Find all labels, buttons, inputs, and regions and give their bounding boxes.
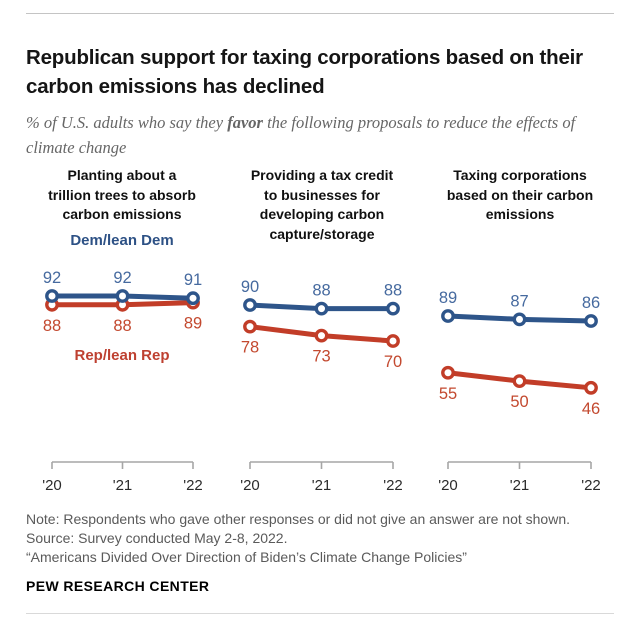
- x-tick-label: '22: [183, 477, 203, 494]
- x-tick-label: '21: [312, 477, 332, 494]
- dem-value-label: 92: [113, 269, 131, 287]
- subtitle-prefix: % of U.S. adults who say they: [26, 112, 228, 132]
- panel-title-tax-credit: Providing a tax credit to businesses for…: [250, 167, 394, 242]
- subtitle-suffix: the following proposals to reduce the ef…: [26, 112, 576, 157]
- page-title: Republican support for taxing corporatio…: [26, 45, 583, 98]
- dem-point: [386, 301, 400, 316]
- x-tick-label: '21: [113, 477, 133, 494]
- dem-point: [45, 289, 59, 303]
- dem-value-label: 88: [384, 282, 402, 300]
- bottom-divider: [26, 613, 614, 614]
- legend-rep-label: Rep/lean Rep: [74, 347, 170, 364]
- panel-title-taxing-corporations: Taxing corporations based on their carbo…: [446, 167, 594, 222]
- dem-point: [512, 312, 527, 327]
- rep-value-label: 55: [439, 385, 457, 403]
- rep-value-label: 70: [384, 353, 402, 371]
- rep-value-label: 50: [510, 393, 528, 411]
- dem-point: [186, 291, 200, 306]
- dem-value-label: 92: [43, 269, 61, 287]
- x-tick-label: '22: [581, 477, 601, 494]
- page-subtitle: % of U.S. adults who say they favor the …: [26, 110, 594, 160]
- line-chart-canvas: '20 '21 '22 88 88 89 92 92 91 '20 '21 '22 78 73 70 90 88…: [42, 269, 601, 494]
- rep-value-label: 78: [241, 339, 259, 357]
- dem-point: [243, 298, 257, 312]
- subtitle-emphasis: favor: [227, 112, 263, 132]
- panel-title-trillion-trees: Planting about a trillion trees to absor…: [48, 167, 196, 222]
- rep-point: [512, 374, 527, 389]
- pew-research-center-wordmark: PEW RESEARCH CENTER: [26, 578, 210, 594]
- dem-value-label: 86: [582, 294, 600, 312]
- dem-point: [441, 309, 455, 323]
- rep-value-label: 46: [582, 400, 600, 418]
- dem-value-label: 88: [312, 282, 330, 300]
- x-tick-label: '21: [510, 477, 530, 494]
- dem-point: [584, 314, 598, 328]
- rep-point: [386, 334, 400, 348]
- rep-value-label: 88: [113, 317, 131, 335]
- dem-value-label: 89: [439, 289, 457, 307]
- rep-value-label: 88: [43, 317, 61, 335]
- rep-value-label: 89: [184, 315, 202, 333]
- x-tick-label: '20: [240, 477, 260, 494]
- dem-value-label: 90: [241, 278, 259, 296]
- rep-value-label: 73: [312, 348, 330, 366]
- rep-point: [584, 380, 598, 395]
- x-tick-label: '22: [383, 477, 403, 494]
- dem-value-label: 87: [510, 292, 528, 310]
- x-tick-label: '20: [42, 477, 62, 494]
- footnote-report-title: “Americans Divided Over Direction of Bid…: [26, 549, 467, 565]
- footnote-source: Source: Survey conducted May 2-8, 2022.: [26, 530, 288, 546]
- footnote-note: Note: Respondents who gave other respons…: [26, 511, 570, 527]
- rep-point: [243, 319, 257, 334]
- rep-point: [314, 328, 329, 343]
- dem-point: [115, 289, 130, 303]
- x-axis: [249, 461, 394, 469]
- x-axis: [51, 461, 194, 469]
- dem-value-label: 91: [184, 271, 202, 289]
- x-axis: [447, 461, 592, 469]
- legend-dem-label: Dem/lean Dem: [70, 232, 174, 249]
- rep-point: [441, 365, 455, 380]
- x-tick-label: '20: [438, 477, 458, 494]
- top-divider: [26, 13, 614, 14]
- dem-point: [314, 301, 329, 316]
